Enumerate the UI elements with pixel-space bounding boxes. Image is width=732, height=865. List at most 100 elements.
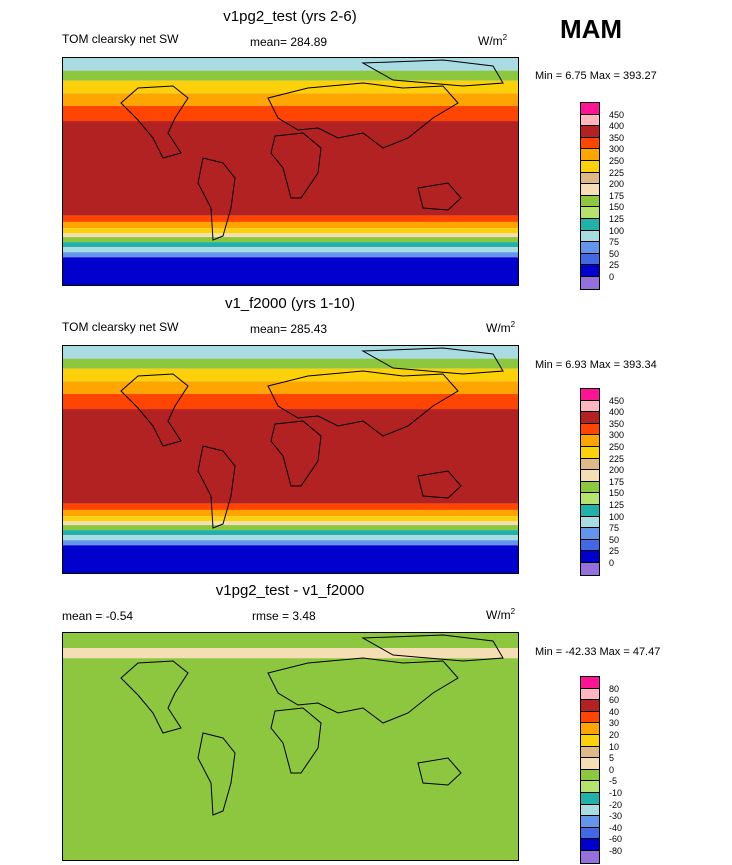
panel-2-map-svg	[63, 346, 518, 573]
panel-2-colorbar-label-4: 250	[609, 442, 625, 452]
panel-1-colorbar-swatch-8	[581, 195, 599, 208]
panel-2-coastline-1	[197, 445, 236, 529]
panel-1-colorbar	[580, 102, 600, 290]
panel-2-minmax: Min = 6.93 Max = 393.34	[535, 359, 657, 371]
panel-3-rmse: rmse = 3.48	[252, 609, 316, 623]
panel-3-colorbar-label-9: -10	[609, 788, 623, 798]
panel-1-map	[62, 57, 519, 286]
panel-1-colorbar-label-3: 300	[609, 144, 625, 155]
panel-1-lat-band-3	[63, 93, 518, 106]
panel-3-colorbar-label-8: -5	[609, 776, 618, 787]
panel-1-lat-band-2	[63, 80, 518, 94]
panel-3-colorbar-label-4: 20	[609, 730, 620, 740]
panel-1-colorbar-label-12: 50	[609, 248, 620, 259]
panel-3-colorbar-swatch-5	[581, 734, 599, 747]
panel-3-colorbar-label-1: 60	[609, 695, 620, 706]
panel-2-mean: mean= 285.43	[250, 322, 328, 336]
panel-1-colorbar-swatch-2	[581, 126, 599, 138]
panel-2-lat-band-1	[63, 358, 518, 369]
panel-2-lat-band-4	[63, 393, 518, 410]
panel-1-colorbar-label-7: 175	[609, 190, 625, 201]
panel-1-coastline-1	[197, 157, 236, 241]
panel-3-colorbar-swatch-6	[581, 746, 599, 759]
panel-2-colorbar-swatch-12	[581, 528, 599, 540]
panel-3-colorbar-swatch-9	[581, 781, 599, 793]
panel-1-colorbar-label-4: 250	[609, 156, 625, 166]
panel-1-units-exp: 2	[502, 33, 508, 42]
panel-3-colorbar-swatch-1	[581, 688, 599, 701]
panel-1-colorbar-label-10: 100	[609, 225, 625, 236]
panel-2-lat-band-6	[63, 503, 518, 510]
panel-2-colorbar-swatch-2	[581, 412, 599, 424]
panel-1-colorbar-swatch-1	[581, 114, 599, 127]
panel-2-colorbar-label-9: 125	[609, 500, 625, 510]
panel-3-coastline-4	[417, 757, 462, 786]
panel-1-colorbar-swatch-3	[581, 137, 599, 150]
panel-3-units-base: W/m	[486, 608, 511, 622]
panel-2-lat-band-10	[63, 525, 518, 531]
panel-2-units-base: W/m	[486, 321, 511, 335]
panel-3-colorbar-swatch-7	[581, 758, 599, 770]
panel-2-colorbar	[580, 388, 600, 576]
panel-2-lat-band-12	[63, 535, 518, 541]
panel-1-colorbar-swatch-10	[581, 218, 599, 231]
panel-3-coastline-2	[267, 657, 459, 724]
panel-3-coastline-3	[270, 707, 322, 774]
panel-1-units: W/m2	[478, 33, 507, 48]
panel-2-colorbar-swatch-6	[581, 458, 599, 471]
panel-3-mean: mean = -0.54	[62, 609, 134, 623]
panel-3-colorbar-swatch-0	[581, 677, 599, 689]
panel-2-title: v1_f2000 (yrs 1-10)	[224, 295, 356, 312]
panel-1-lat-band-12	[63, 247, 518, 253]
panel-1-colorbar-swatch-9	[581, 207, 599, 219]
panel-2-coastline-3	[270, 420, 322, 487]
panel-3-minmax: Min = -42.33 Max = 47.47	[535, 646, 661, 658]
panel-2-lat-band-9	[63, 521, 518, 526]
panel-1-colorbar-label-8: 150	[609, 202, 625, 213]
panel-3-title: v1pg2_test - v1_f2000	[215, 582, 365, 599]
panel-3-lat-band-0	[63, 633, 518, 649]
panel-2-lat-band-14	[63, 545, 518, 573]
panel-2-units: W/m2	[486, 320, 515, 335]
panel-2-colorbar-label-8: 150	[609, 488, 625, 499]
panel-2-colorbar-swatch-15	[581, 562, 599, 575]
panel-2-colorbar-swatch-7	[581, 470, 599, 482]
panel-2-colorbar-label-7: 175	[609, 476, 625, 487]
panel-3-colorbar-swatch-2	[581, 700, 599, 712]
panel-2-lat-band-3	[63, 381, 518, 394]
panel-2-lat-band-0	[63, 346, 518, 359]
panel-1-lat-band-8	[63, 228, 518, 234]
panel-2-colorbar-swatch-13	[581, 539, 599, 552]
panel-2-lat-band-8	[63, 516, 518, 522]
panel-1-colorbar-swatch-11	[581, 230, 599, 243]
panel-3-colorbar-label-7: 0	[609, 764, 615, 775]
panel-2-lat-band-5	[63, 409, 518, 504]
panel-2-colorbar-label-0: 450	[609, 395, 625, 406]
panel-1-lat-band-11	[63, 242, 518, 248]
panel-1-colorbar-swatch-6	[581, 172, 599, 185]
panel-2-coastline-2	[267, 370, 459, 437]
panel-1-lat-band-4	[63, 105, 518, 122]
panel-1-colorbar-label-9: 125	[609, 214, 625, 224]
panel-1-colorbar-swatch-12	[581, 242, 599, 254]
panel-2-colorbar-swatch-14	[581, 551, 599, 563]
panel-2-colorbar-label-5: 225	[609, 453, 625, 464]
panel-1-mean: mean= 284.89	[250, 35, 328, 49]
panel-1-coastline-3	[270, 132, 322, 199]
panel-2-colorbar-swatch-4	[581, 435, 599, 447]
panel-1-variable-label: TOM clearsky net SW	[62, 32, 179, 46]
panel-1-lat-band-0	[63, 58, 518, 71]
panel-1-colorbar-swatch-4	[581, 149, 599, 161]
panel-1-lat-band-13	[63, 252, 518, 258]
panel-3-lat-band-1	[63, 648, 518, 659]
panel-3-map-svg	[63, 633, 518, 860]
panel-1-colorbar-label-6: 200	[609, 179, 625, 190]
panel-1-colorbar-swatch-13	[581, 253, 599, 266]
panel-1-title: v1pg2_test (yrs 2-6)	[223, 8, 357, 25]
panel-2-colorbar-swatch-3	[581, 423, 599, 436]
panel-2-variable-label: TOM clearsky net SW	[62, 320, 179, 334]
panel-3-colorbar-label-12: -40	[609, 822, 623, 833]
panel-2-lat-band-13	[63, 540, 518, 546]
panel-3-colorbar-label-13: -60	[609, 834, 623, 845]
panel-3-colorbar-label-11: -30	[609, 811, 623, 822]
